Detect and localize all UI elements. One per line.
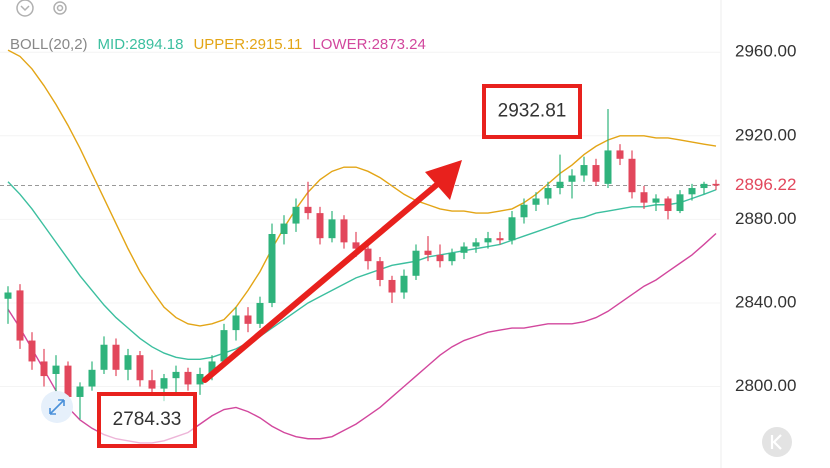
legend: BOLL(20,2) MID:2894.18 UPPER:2915.11 LOWER… [10,36,426,53]
candle-body [568,175,576,182]
expand-glyph [49,399,65,415]
candle-body [364,248,372,262]
candle-body [76,386,84,397]
trend-arrow-head [425,160,462,200]
settings-center [56,4,64,12]
candle-body [436,254,444,262]
back-bg [762,427,792,457]
candle-body [592,165,600,182]
candle-body [712,183,720,186]
band-line [7,181,717,361]
annotation-label: 2932.81 [498,101,567,122]
back-button[interactable] [762,427,792,457]
candle-body [64,365,72,397]
last-price-box [722,172,830,199]
candle-body [124,355,132,370]
candle-body [628,158,636,193]
collapse-icon[interactable] [16,0,34,17]
toolbar-icons [16,0,67,17]
candle-body [616,150,624,159]
candle-body [496,238,504,241]
collapse-chevron [20,5,30,12]
candle-body [652,198,660,203]
candle-body [700,183,708,189]
indicator-label: BOLL(20,2) [10,36,88,53]
band-line [7,49,717,327]
candle-body [532,198,540,205]
candle-body [160,378,168,389]
candle-body [688,188,696,195]
candle-body [556,181,564,189]
legend-entry: LOWER:2873.24 [312,36,425,53]
candle-body [112,344,120,370]
candle-body [256,302,264,324]
candle-body [484,238,492,243]
y-tick-label: 2920.00 [735,125,796,144]
candle-body [88,369,96,387]
candle-body [244,315,252,324]
last-price-label: 2896.22 [735,175,796,194]
settings-icon[interactable] [53,1,67,15]
plot: 2932.81 2784.33 [0,49,721,448]
candle-body [352,242,360,249]
candle-body [184,371,192,385]
y-tick-label: 2840.00 [735,292,796,311]
candle-body [340,219,348,243]
candle-body [448,252,456,262]
candle-body [328,219,336,239]
candle-body [220,330,228,362]
candle-body [640,192,648,203]
candle-body [376,261,384,280]
legend-entry: MID:2894.18 [98,36,184,53]
candle-body [580,165,588,176]
candle-body [40,361,48,377]
candle-body [316,213,324,239]
candle-body [208,361,216,374]
expand-button[interactable] [41,391,73,423]
y-tick-label: 2960.00 [735,42,796,61]
candle-body [664,198,672,212]
candle-body [28,340,36,362]
candle-body [196,373,204,385]
candle-body [4,292,12,299]
candle-body [508,217,516,241]
candle-body [460,246,468,253]
candle-body [100,344,108,370]
annotation-box [97,392,197,448]
candle-body [604,150,612,184]
candle-body [292,206,300,224]
legend-entry: UPPER:2915.11 [193,36,302,53]
candle-body [412,250,420,276]
candle-body [388,279,396,293]
back-glyph [770,434,782,450]
candle-body [676,194,684,212]
candle-body [16,290,24,341]
candle-body [280,223,288,234]
annotation-box [482,84,582,139]
candle-body [52,365,60,374]
y-tick-label: 2880.00 [735,209,796,228]
y-tick-label: 2800.00 [735,376,796,395]
candle-body [544,188,552,199]
candle-body [172,371,180,379]
candle-body [424,250,432,255]
candle-body [472,242,480,247]
candle-body [232,315,240,331]
trend-arrow [202,179,443,383]
candle-body [148,380,156,389]
candle-body [136,355,144,381]
candle-body [268,234,276,303]
annotation-label: 2784.33 [113,409,182,430]
candle-body [304,206,312,214]
candle-body [400,275,408,293]
candle-body [520,204,528,218]
